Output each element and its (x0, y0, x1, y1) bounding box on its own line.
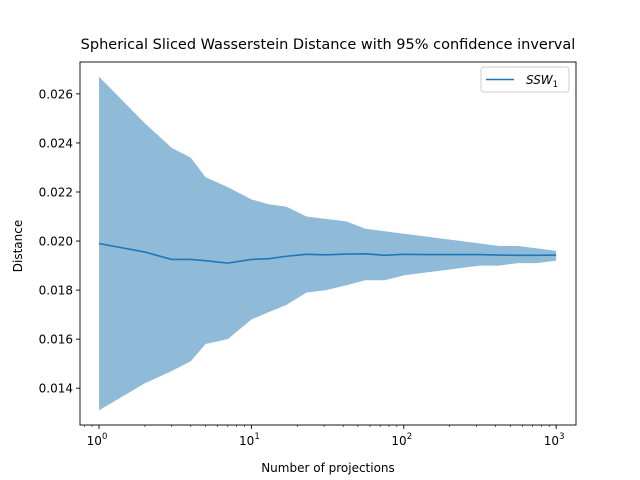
series-line-layer (98, 242, 557, 264)
confidence-band (99, 76, 557, 411)
y-tick-label: 0.016 (39, 333, 73, 347)
y-tick-label: 0.018 (39, 284, 73, 298)
y-tick-label: 0.014 (39, 382, 73, 396)
axes-frame (79, 61, 577, 426)
y-tick-label: 0.026 (39, 87, 73, 101)
legend: SSW1 (480, 66, 570, 93)
y-tick-label: 0.022 (39, 185, 73, 199)
y-tick-label: 0.024 (39, 136, 73, 150)
y-axis-label: Distance (11, 220, 25, 272)
y-tick-label: 0.020 (39, 235, 73, 249)
axes (79, 61, 577, 426)
legend-label: SSW1 (526, 73, 558, 90)
legend-box (480, 66, 570, 93)
series-line (98, 242, 557, 264)
confidence-band-layer (99, 76, 557, 411)
x-axis-label: Number of projections (261, 461, 395, 475)
chart-title: Spherical Sliced Wasserstein Distance wi… (81, 37, 576, 53)
